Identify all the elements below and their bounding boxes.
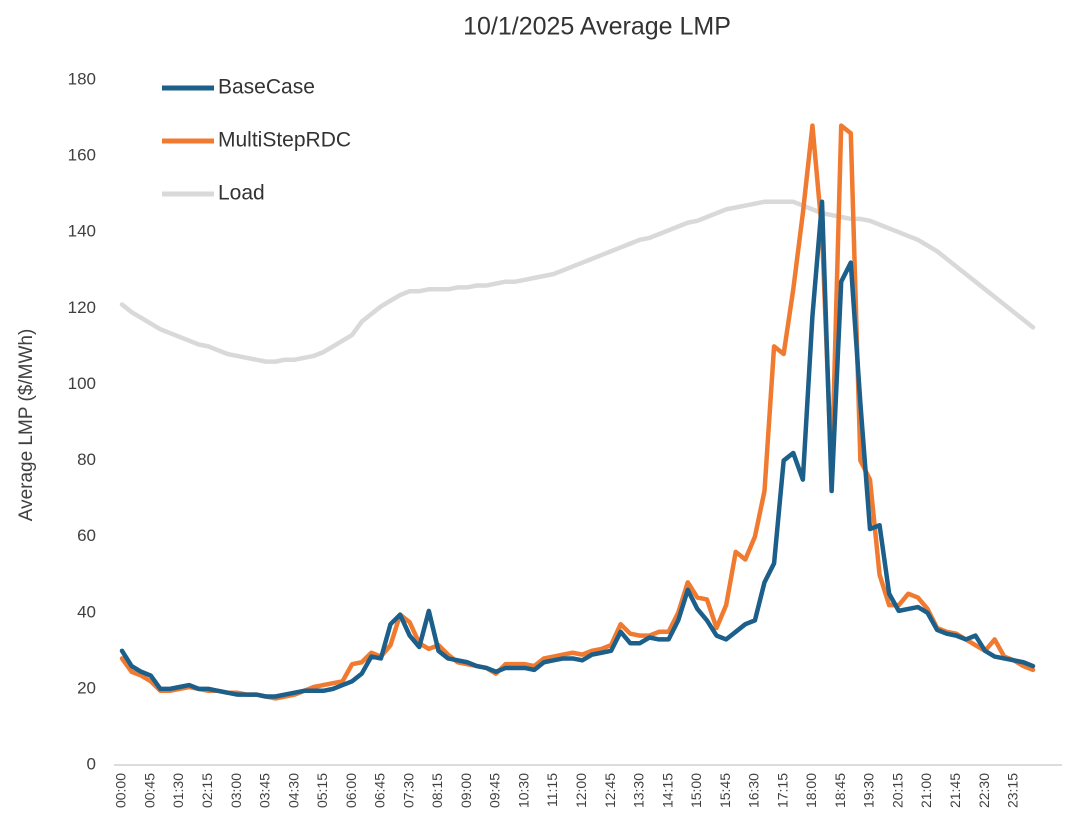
x-tick-label: 06:45 (372, 773, 388, 808)
x-tick-label: 18:45 (832, 773, 848, 808)
x-tick-label: 21:45 (947, 773, 963, 808)
x-tick-label: 01:30 (170, 773, 186, 808)
x-tick-label: 03:00 (228, 773, 244, 808)
x-tick-label: 09:45 (487, 773, 503, 808)
series-line (119, 199, 1036, 699)
y-tick-label: 0 (87, 754, 96, 773)
legend-label: BaseCase (218, 76, 315, 99)
y-tick-label: 160 (68, 146, 96, 165)
x-tick-label: 04:30 (285, 773, 301, 808)
y-tick-label: 120 (68, 298, 96, 317)
x-tick-label: 03:45 (257, 773, 273, 808)
x-tick-label: 21:00 (918, 773, 934, 808)
x-tick-label: 07:30 (400, 773, 416, 808)
y-tick-label: 60 (77, 526, 96, 545)
x-tick-label: 06:00 (343, 773, 359, 808)
x-tick-label: 10:30 (515, 773, 531, 808)
x-tick-label: 05:15 (314, 773, 330, 808)
x-tick-label: 00:45 (141, 773, 157, 808)
y-tick-label: 40 (77, 602, 96, 621)
series-line (119, 199, 1036, 364)
x-tick-label: 19:30 (861, 773, 877, 808)
x-tick-label: 22:30 (976, 773, 992, 808)
y-axis-title: Average LMP ($/MWh) (16, 329, 37, 522)
y-tick-label: 20 (77, 678, 96, 697)
legend-label: MultiStepRDC (218, 129, 351, 152)
y-tick-label: 100 (68, 374, 96, 393)
y-tick-label: 140 (68, 222, 96, 241)
x-tick-label: 08:15 (429, 773, 445, 808)
x-tick-label: 12:45 (602, 773, 618, 808)
x-tick-label: 23:15 (1005, 773, 1021, 808)
x-tick-label: 09:00 (458, 773, 474, 808)
y-tick-label: 180 (68, 69, 96, 88)
chart-title: 10/1/2025 Average LMP (463, 13, 731, 41)
x-tick-label: 13:30 (631, 773, 647, 808)
x-tick-label: 02:15 (199, 773, 215, 808)
x-tick-label: 18:00 (803, 773, 819, 808)
x-tick-label: 17:15 (774, 773, 790, 808)
y-tick-label: 80 (77, 450, 96, 469)
x-tick-label: 11:15 (544, 773, 560, 807)
x-tick-label: 00:00 (113, 773, 129, 808)
x-tick-label: 15:45 (717, 773, 733, 808)
x-tick-label: 14:15 (659, 773, 675, 808)
legend-label: Load (218, 182, 265, 205)
x-tick-label: 12:00 (573, 773, 589, 808)
x-tick-label: 15:00 (688, 773, 704, 808)
x-tick-label: 16:30 (746, 773, 762, 808)
x-tick-label: 20:15 (889, 773, 905, 808)
